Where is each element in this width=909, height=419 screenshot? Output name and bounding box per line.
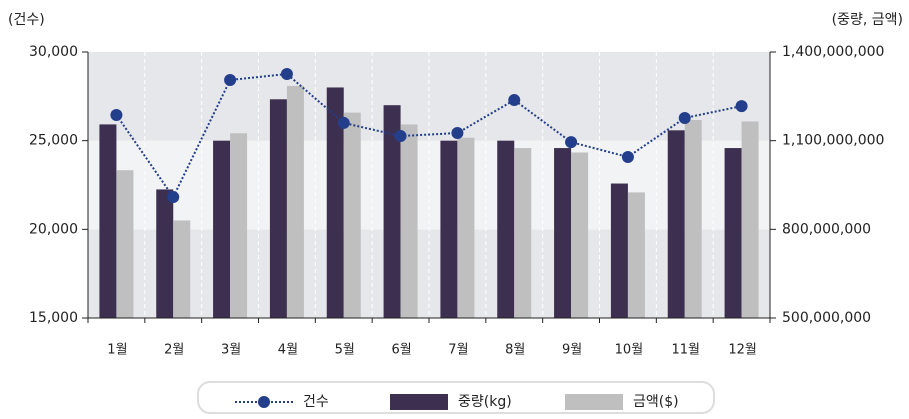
- point: [565, 136, 578, 149]
- bar: [554, 148, 572, 318]
- bar: [497, 140, 515, 318]
- bar: [514, 148, 532, 318]
- x-tick-label: 8월: [505, 343, 525, 358]
- x-tick-label: 12월: [728, 343, 757, 358]
- y-tick-label: 25,000: [29, 133, 78, 149]
- bar: [724, 148, 742, 318]
- point: [621, 150, 634, 163]
- x-tick-label: 5월: [335, 343, 355, 358]
- y2-tick-label: 800,000,000: [782, 221, 871, 237]
- x-tick-label: 10월: [615, 343, 644, 358]
- point: [508, 94, 521, 107]
- bar: [610, 183, 628, 318]
- y2-tick-label: 1,100,000,000: [782, 133, 884, 149]
- legend-marker: [258, 396, 270, 408]
- x-tick-label: 2월: [164, 343, 184, 358]
- point: [735, 100, 748, 113]
- line: [115, 72, 742, 200]
- y-axis-label: (건수): [8, 12, 45, 28]
- bar: [213, 140, 231, 318]
- y-tick-label: 15,000: [29, 310, 78, 326]
- point: [337, 116, 350, 129]
- bar: [383, 105, 401, 318]
- bar: [741, 121, 759, 318]
- bar: [326, 87, 344, 318]
- x-tick-label: 11월: [671, 343, 700, 358]
- legend-swatch: [390, 394, 448, 410]
- y-tick-label: 30,000: [29, 44, 78, 60]
- bar: [286, 85, 304, 318]
- x-tick-label: 9월: [562, 343, 582, 358]
- bar: [440, 140, 458, 318]
- bar: [343, 112, 361, 318]
- bar: [684, 119, 702, 318]
- point: [451, 127, 464, 140]
- legend-swatch: [565, 394, 623, 410]
- point: [678, 111, 691, 124]
- x-tick-label: 3월: [221, 343, 241, 358]
- bar: [99, 124, 117, 319]
- point: [110, 108, 123, 121]
- bar: [571, 152, 589, 318]
- bar: [230, 133, 248, 318]
- legend-label: 금액($): [633, 394, 679, 410]
- point: [394, 130, 407, 143]
- bar: [400, 124, 418, 319]
- y2-tick-label: 1,400,000,000: [782, 44, 884, 60]
- x-tick-label: 6월: [391, 343, 411, 358]
- point: [224, 74, 237, 87]
- bar: [173, 220, 191, 318]
- y-tick-label: 20,000: [29, 221, 78, 237]
- point: [280, 67, 293, 80]
- bar: [116, 170, 134, 318]
- legend-label: 중량(kg): [458, 394, 512, 410]
- bar: [667, 130, 685, 318]
- y2-axis-label: (중량, 금액): [832, 12, 903, 28]
- point: [167, 191, 180, 204]
- bar: [156, 189, 174, 318]
- x-tick-label: 4월: [278, 343, 298, 358]
- x-tick-label: 1월: [107, 343, 127, 358]
- bar: [627, 192, 645, 318]
- bar: [269, 99, 287, 319]
- x-tick-label: 7월: [448, 343, 468, 358]
- y2-tick-label: 500,000,000: [782, 310, 871, 326]
- bar: [457, 137, 475, 318]
- legend-label: 건수: [303, 394, 329, 410]
